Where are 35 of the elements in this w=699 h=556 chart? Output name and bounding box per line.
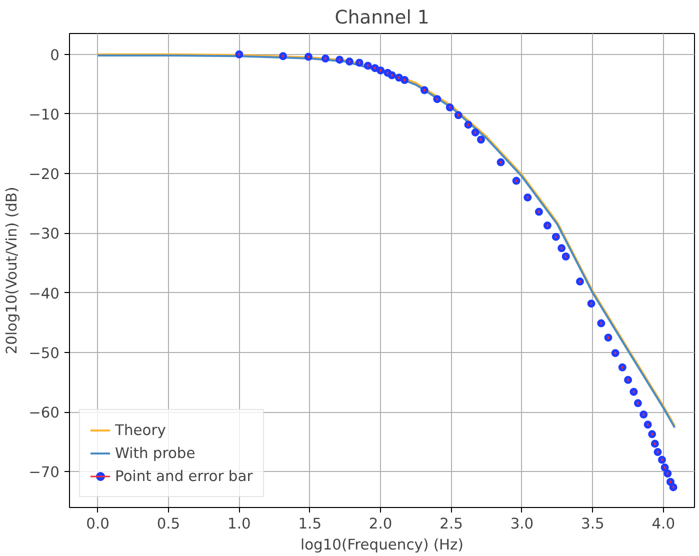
y-tick-label: 0 — [50, 46, 60, 64]
point — [640, 410, 648, 418]
x-tick-label: 0.0 — [86, 516, 110, 532]
y-tick-label: −50 — [28, 344, 60, 362]
y-axis-title: 20log10(Vout/Vin) (dB) — [4, 186, 21, 354]
point — [562, 252, 570, 260]
x-tick-label: 2.5 — [440, 516, 463, 532]
point — [345, 58, 354, 66]
legend-label: Theory — [115, 422, 166, 438]
legend-label: With probe — [115, 444, 196, 462]
x-tick-label: 3.0 — [510, 516, 534, 532]
y-tick-label: −60 — [28, 404, 60, 422]
point — [321, 54, 330, 63]
x-tick-label: 4.0 — [652, 516, 676, 532]
x-tick-label: 1.0 — [228, 516, 251, 532]
point — [471, 128, 480, 136]
point — [543, 221, 552, 230]
y-tick-label: −20 — [28, 166, 60, 184]
x-tick-label: 0.5 — [156, 516, 180, 532]
point — [654, 448, 662, 456]
legend-label: Point and error bar — [115, 468, 253, 484]
point — [576, 278, 584, 286]
point — [400, 76, 409, 84]
y-tick-label: −40 — [28, 285, 60, 302]
chart-title: Channel 1 — [334, 8, 430, 28]
x-tick-label: 2.0 — [368, 516, 392, 532]
point — [376, 66, 385, 74]
point — [664, 470, 672, 478]
x-axis-title: log10(Frequency) (Hz) — [300, 536, 464, 554]
y-tick-label: −70 — [28, 464, 60, 482]
y-tick-label: −30 — [28, 226, 60, 243]
x-tick-label: 1.5 — [298, 516, 322, 532]
x-tick-label: 3.5 — [581, 516, 604, 532]
point — [524, 193, 532, 202]
y-tick-label: −10 — [28, 106, 60, 124]
